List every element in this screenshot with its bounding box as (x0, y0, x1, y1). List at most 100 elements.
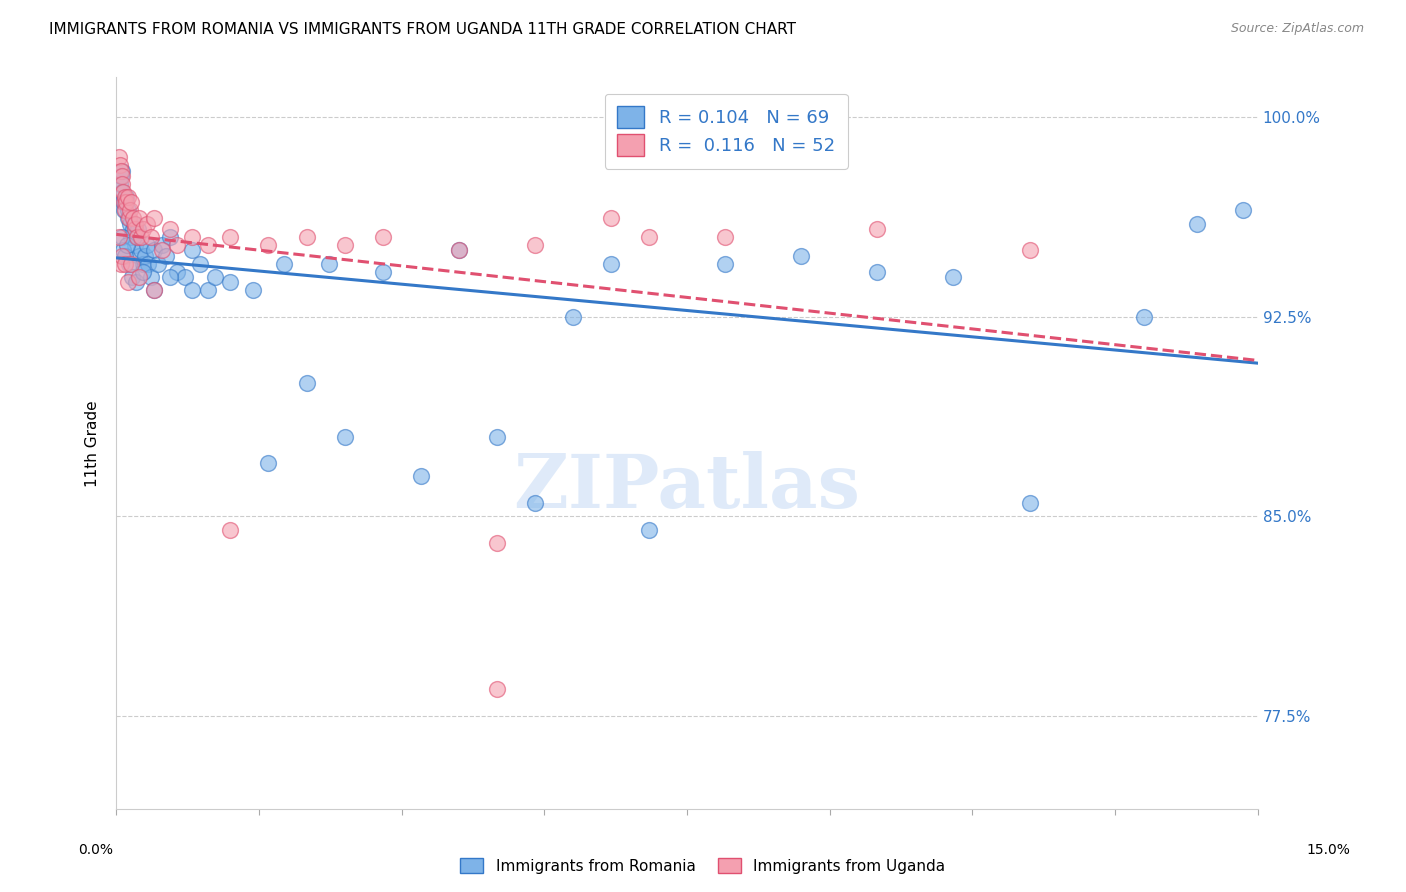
Point (159, 269, 181, 284)
Point (295, 376, 318, 391)
Point (114, 190, 136, 204)
Point (219, 275, 242, 289)
Point (135, 238, 157, 252)
Point (333, 238, 356, 252)
Text: ZIPatlas: ZIPatlas (513, 450, 860, 524)
Point (714, 230, 737, 244)
Point (1018, 496, 1040, 510)
Point (132, 222, 155, 236)
Point (318, 257, 340, 271)
Point (273, 257, 295, 271)
Point (125, 275, 148, 289)
Point (197, 238, 219, 252)
Point (638, 230, 661, 244)
Point (121, 230, 143, 244)
Point (117, 275, 139, 289)
Point (110, 169, 132, 183)
Point (112, 185, 135, 199)
Point (371, 230, 394, 244)
Point (114, 203, 136, 218)
Point (219, 230, 242, 244)
Point (124, 238, 146, 252)
Point (790, 249, 813, 263)
Point (1018, 244, 1040, 258)
Point (124, 217, 146, 231)
Point (523, 238, 546, 252)
Point (173, 269, 195, 284)
Point (128, 269, 150, 284)
Point (124, 222, 146, 236)
Point (561, 310, 583, 324)
Point (121, 195, 143, 210)
Point (485, 429, 508, 443)
Point (111, 249, 134, 263)
Point (866, 265, 889, 279)
Point (600, 211, 623, 226)
Point (118, 217, 141, 231)
Point (121, 269, 143, 284)
Point (108, 177, 131, 191)
Point (150, 238, 173, 252)
Legend: R = 0.104   N = 69, R =  0.116   N = 52: R = 0.104 N = 69, R = 0.116 N = 52 (605, 94, 848, 169)
Point (600, 257, 623, 271)
Point (110, 169, 132, 183)
Point (108, 158, 131, 172)
Point (132, 257, 155, 271)
Point (257, 238, 280, 252)
Point (115, 190, 138, 204)
Text: Source: ZipAtlas.com: Source: ZipAtlas.com (1230, 22, 1364, 36)
Point (117, 211, 139, 226)
Point (295, 230, 318, 244)
Legend: Immigrants from Romania, Immigrants from Uganda: Immigrants from Romania, Immigrants from… (454, 852, 952, 880)
Point (638, 523, 661, 537)
Point (114, 257, 136, 271)
Point (143, 211, 166, 226)
Point (129, 244, 152, 258)
Point (143, 244, 166, 258)
Point (128, 249, 150, 263)
Point (166, 265, 188, 279)
Point (127, 222, 149, 236)
Point (139, 269, 162, 284)
Point (166, 238, 188, 252)
Point (122, 222, 145, 236)
Point (108, 150, 131, 164)
Text: 15.0%: 15.0% (1306, 843, 1351, 857)
Point (447, 244, 470, 258)
Point (219, 523, 242, 537)
Point (485, 682, 508, 697)
Point (333, 429, 356, 443)
Point (110, 163, 132, 178)
Point (143, 283, 166, 297)
Point (523, 496, 546, 510)
Point (110, 230, 132, 244)
Point (197, 283, 219, 297)
Text: IMMIGRANTS FROM ROMANIA VS IMMIGRANTS FROM UGANDA 11TH GRADE CORRELATION CHART: IMMIGRANTS FROM ROMANIA VS IMMIGRANTS FR… (49, 22, 796, 37)
Point (128, 211, 150, 226)
Point (135, 217, 157, 231)
Point (146, 257, 169, 271)
Point (155, 249, 177, 263)
Point (1232, 203, 1254, 218)
Point (117, 190, 139, 204)
Point (110, 257, 132, 271)
Point (112, 244, 135, 258)
Point (110, 163, 132, 178)
Point (125, 230, 148, 244)
Point (139, 230, 162, 244)
Point (159, 222, 181, 236)
Point (134, 249, 156, 263)
Point (108, 230, 131, 244)
Point (181, 244, 204, 258)
Point (1132, 310, 1154, 324)
Point (409, 469, 432, 483)
Point (114, 195, 136, 210)
Text: 0.0%: 0.0% (79, 843, 112, 857)
Point (122, 217, 145, 231)
Point (122, 211, 145, 226)
Point (150, 244, 173, 258)
Point (204, 269, 226, 284)
Point (714, 257, 737, 271)
Point (371, 265, 394, 279)
Point (118, 211, 141, 226)
